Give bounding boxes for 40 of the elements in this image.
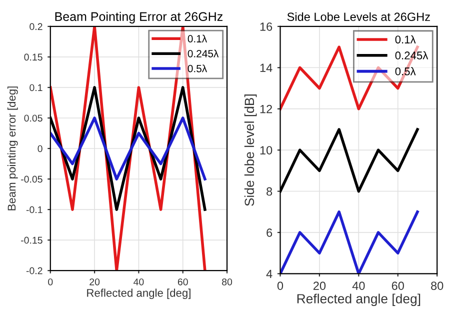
y-axis-title: Side lobe level [dB] [244, 94, 257, 206]
x-tick-label: 0 [48, 278, 53, 286]
y-tick-label: 12 [260, 104, 272, 114]
x-tick-label: 60 [178, 278, 188, 286]
y-tick-label: -0.05 [21, 176, 42, 183]
x-tick-label: 40 [134, 278, 144, 286]
y-tick-label: 16 [260, 22, 272, 31]
chart-title: Side Lobe Levels at 26GHz [287, 12, 430, 21]
y-tick-label: 0.05 [24, 114, 42, 122]
legend-label: 0.245λ [188, 50, 219, 58]
legend-label: 0.5λ [395, 67, 416, 76]
x-tick-label: 80 [431, 282, 444, 290]
x-axis-title: Reflected angle [deg] [87, 288, 190, 300]
y-tick-label: 4 [266, 270, 272, 278]
y-tick-label: 10 [260, 146, 272, 154]
x-axis-title: Reflected angle [deg] [297, 294, 420, 306]
y-axis-title: Beam pointing error [deg] [7, 86, 18, 210]
x-tick-label: 80 [222, 278, 232, 286]
y-tick-label: 14 [260, 64, 272, 72]
y-tick-label: 0.2 [30, 23, 42, 30]
y-tick-label: 0.1 [30, 84, 42, 92]
x-tick-label: 0 [277, 282, 284, 290]
legend-label: 0.5λ [188, 64, 208, 72]
line-series [280, 210, 419, 274]
y-tick-label: -0.15 [21, 236, 42, 244]
y-tick-label: -0.1 [26, 206, 42, 214]
y-tick-label: 8 [266, 187, 272, 196]
x-tick-label: 40 [352, 282, 365, 290]
legend-label: 0.1λ [395, 35, 416, 44]
x-tick-label: 60 [392, 282, 404, 290]
y-tick-label: 6 [266, 228, 272, 237]
legend-label: 0.245λ [395, 51, 428, 60]
y-tick-label: -0.2 [26, 267, 42, 274]
line-series [50, 116, 206, 180]
x-tick-label: 20 [90, 278, 100, 286]
y-tick-label: 0.15 [24, 54, 42, 61]
x-tick-label: 20 [313, 282, 326, 290]
y-tick-label: 0 [38, 145, 42, 152]
legend-label: 0.1λ [188, 34, 208, 42]
chart-title: Beam Pointing Error at 26GHz [55, 12, 222, 24]
